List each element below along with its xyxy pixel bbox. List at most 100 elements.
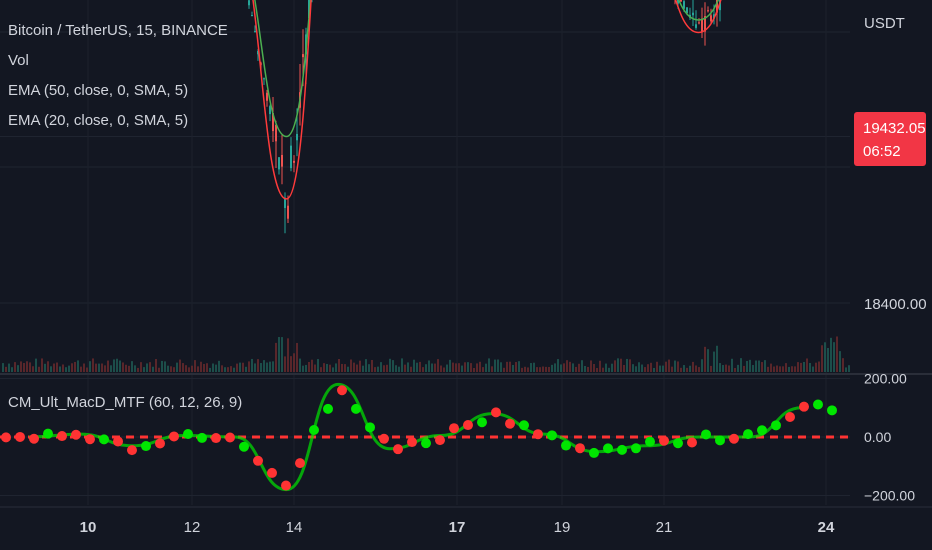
volume-bar (416, 362, 418, 372)
price-axis-unit: USDT (864, 15, 905, 32)
symbol-title[interactable]: Bitcoin / TetherUS, 15, BINANCE (8, 22, 228, 39)
volume-bar (704, 346, 706, 372)
volume-bar (83, 363, 85, 372)
macd-cross-marker (267, 467, 277, 478)
volume-bar (2, 363, 4, 372)
volume-bar (725, 364, 727, 372)
volume-bar (542, 366, 544, 372)
macd-cross-marker (183, 429, 193, 440)
volume-bar (170, 366, 172, 372)
volume-bar (236, 363, 238, 372)
time-axis-label: 24 (818, 519, 835, 536)
volume-bar (266, 362, 268, 372)
volume-bar (734, 367, 736, 372)
volume-bar (503, 367, 505, 372)
macd-cross-marker (561, 440, 571, 451)
volume-bar (62, 364, 64, 372)
volume-bar (464, 362, 466, 372)
ema20-legend[interactable]: EMA (20, close, 0, SMA, 5) (8, 112, 189, 129)
candle-body (275, 124, 277, 142)
vol-legend[interactable]: Vol (8, 52, 29, 69)
volume-bar (251, 358, 253, 372)
time-axis-label: 17 (449, 519, 466, 536)
volume-bar (830, 337, 832, 372)
macd-cross-marker (771, 420, 781, 431)
volume-bar (23, 363, 25, 372)
volume-bar (335, 363, 337, 372)
volume-bar (419, 361, 421, 372)
candle-body (707, 10, 709, 12)
volume-bar (509, 361, 511, 372)
volume-bar (629, 359, 631, 372)
volume-bar (44, 363, 46, 372)
volume-bar (755, 360, 757, 372)
volume-bar (386, 364, 388, 372)
volume-bar (428, 360, 430, 372)
volume-bar (161, 360, 163, 372)
volume-bar (707, 349, 709, 372)
volume-bar (119, 360, 121, 372)
volume-bar (290, 356, 292, 372)
volume-bar (113, 359, 115, 372)
macd-cross-marker (659, 435, 669, 446)
volume-bar (191, 365, 193, 372)
volume-bar (623, 364, 625, 372)
macd-cross-marker (407, 437, 417, 448)
candle-body (677, 0, 679, 4)
volume-bar (365, 359, 367, 372)
volume-bar (359, 360, 361, 372)
macd-cross-marker (603, 443, 613, 454)
volume-bar (572, 363, 574, 372)
volume-bar (695, 365, 697, 372)
volume-bar (608, 367, 610, 372)
volume-bar (746, 360, 748, 372)
volume-bar (71, 363, 73, 372)
macd-cross-marker (365, 422, 375, 433)
volume-bar (842, 358, 844, 372)
volume-bar (134, 365, 136, 372)
volume-bar (845, 367, 847, 372)
volume-bar (578, 363, 580, 372)
volume-bar (143, 367, 145, 372)
volume-bar (797, 362, 799, 372)
volume-bar (284, 356, 286, 372)
macd-legend[interactable]: CM_Ult_MacD_MTF (60, 12, 26, 9) (8, 394, 243, 411)
volume-bar (95, 363, 97, 372)
candle-body (695, 24, 697, 28)
volume-bar (506, 361, 508, 372)
volume-bar (716, 345, 718, 372)
volume-bar (101, 363, 103, 372)
volume-bar (794, 366, 796, 372)
volume-bar (800, 362, 802, 372)
volume-bar (380, 362, 382, 372)
volume-bar (584, 365, 586, 372)
volume-bar (791, 366, 793, 372)
volume-bar (728, 365, 730, 372)
macd-cross-marker (575, 443, 585, 454)
macd-axis-tick: 0.00 (864, 429, 891, 445)
volume-bar (848, 365, 850, 372)
volume-bar (152, 366, 154, 372)
ema50-legend[interactable]: EMA (50, close, 0, SMA, 5) (8, 82, 189, 99)
macd-axis-tick: 200.00 (864, 371, 907, 387)
volume-bar (131, 361, 133, 372)
volume-bar (206, 363, 208, 372)
macd-cross-marker (169, 431, 179, 442)
candle-body (290, 145, 292, 169)
volume-bar (749, 359, 751, 372)
volume-bar (164, 361, 166, 372)
macd-cross-marker (813, 399, 823, 410)
volume-bar (197, 366, 199, 372)
time-axis-label: 10 (80, 519, 97, 536)
volume-bar (353, 362, 355, 372)
volume-bar (461, 365, 463, 372)
volume-bar (566, 360, 568, 372)
volume-bar (275, 342, 277, 372)
volume-bar (602, 367, 604, 372)
volume-bar (149, 362, 151, 372)
volume-bar (242, 362, 244, 372)
volume-bar (47, 361, 49, 372)
volume-bar (89, 361, 91, 372)
